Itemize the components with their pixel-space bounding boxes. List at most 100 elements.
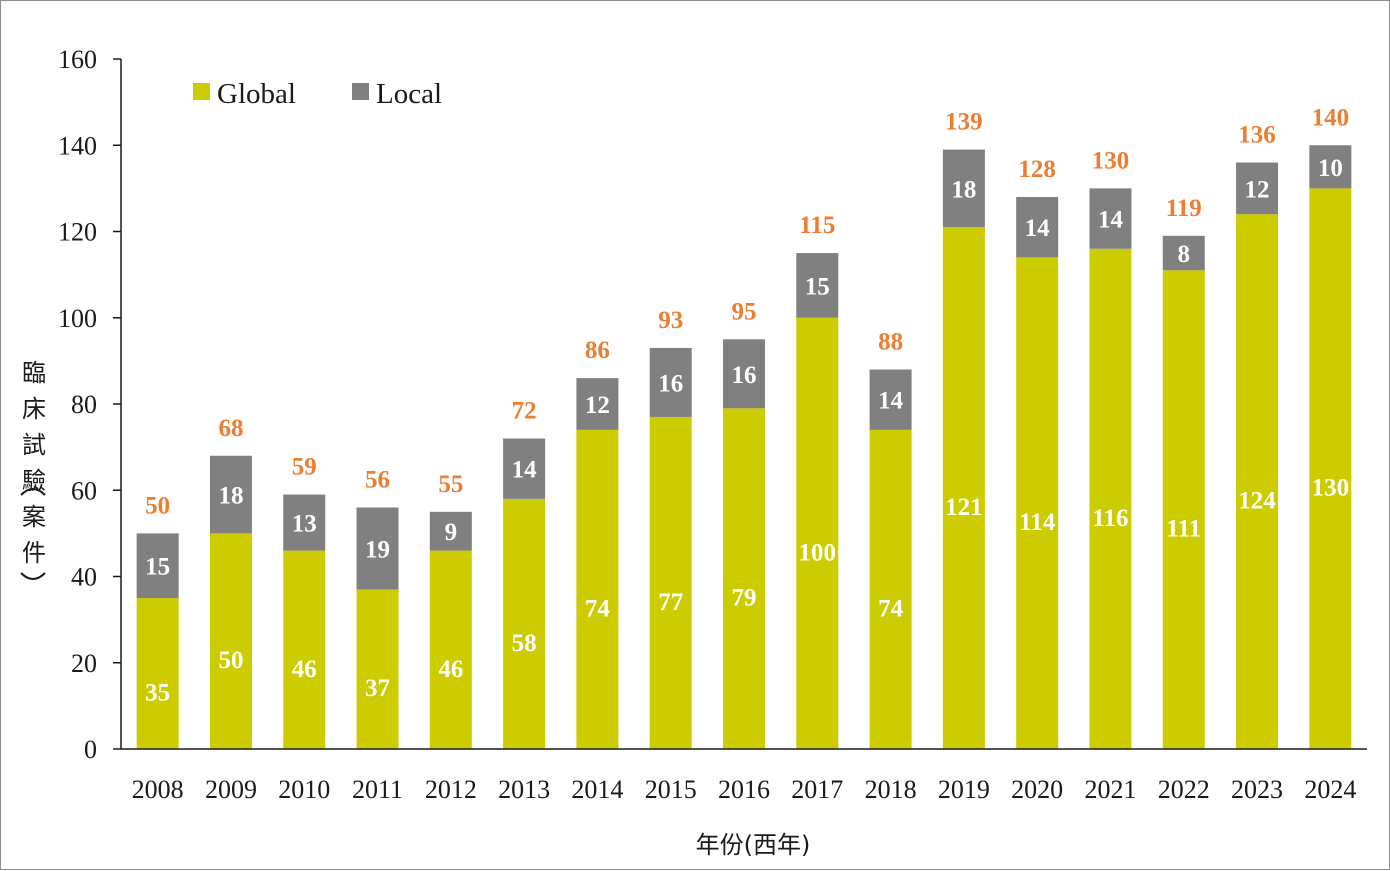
data-label-total: 128 [1018, 156, 1056, 183]
data-label-global: 100 [799, 539, 837, 566]
data-label-local: 16 [658, 370, 683, 397]
bar-local [1162, 235, 1205, 271]
data-label-local: 16 [732, 362, 757, 389]
data-label-total: 50 [145, 492, 170, 519]
data-label-total: 115 [799, 212, 835, 239]
x-tick-label: 2015 [645, 775, 697, 804]
data-label-local: 14 [1098, 207, 1124, 234]
bar-local [942, 149, 985, 228]
data-label-global: 116 [1092, 505, 1128, 532]
y-axis: 0 20 40 60 80 100 120 140 160 [58, 45, 122, 764]
x-tick-label: 2012 [425, 775, 477, 804]
bar-global [1089, 248, 1132, 749]
data-label-global: 46 [292, 656, 317, 683]
data-label-local: 18 [218, 483, 243, 510]
data-label-total: 93 [658, 307, 683, 334]
x-tick-label: 2021 [1084, 775, 1136, 804]
bar-local [136, 533, 179, 599]
x-tick-label: 2019 [938, 775, 990, 804]
bar-global [869, 429, 912, 749]
data-label-local: 15 [805, 273, 830, 300]
bar-local [649, 347, 692, 417]
data-label-global: 46 [438, 656, 463, 683]
data-label-total: 119 [1166, 195, 1202, 222]
data-label-global: 121 [945, 494, 983, 521]
data-label-global: 124 [1238, 488, 1276, 515]
legend-swatch-local [352, 83, 369, 100]
data-label-total: 88 [878, 329, 903, 356]
x-tick-label: 2008 [132, 775, 184, 804]
bars [136, 145, 1352, 749]
data-label-local: 15 [145, 554, 170, 581]
bar-local [869, 369, 912, 430]
x-tick-label: 2022 [1158, 775, 1210, 804]
data-label-global: 111 [1166, 516, 1201, 543]
legend: Global Local [193, 78, 442, 110]
bar-local [1309, 145, 1352, 189]
data-label-global: 35 [145, 680, 170, 707]
x-tick-label: 2011 [352, 775, 403, 804]
y-tick-label: 60 [71, 476, 97, 505]
data-label-global: 79 [732, 585, 757, 612]
data-label-local: 14 [512, 457, 538, 484]
data-label-global: 130 [1312, 475, 1350, 502]
data-label-total: 72 [512, 398, 537, 425]
x-axis-title: 年份(西年) [696, 831, 811, 859]
bar-global [1162, 270, 1205, 749]
data-label-global: 50 [218, 647, 243, 674]
bar-global [283, 550, 326, 749]
bar-global [1309, 188, 1352, 749]
x-tick-label: 2024 [1304, 775, 1356, 804]
x-tick-label: 2023 [1231, 775, 1283, 804]
data-label-total: 55 [438, 471, 463, 498]
bar-local [796, 253, 839, 318]
data-label-global: 74 [878, 595, 904, 622]
data-label-local: 13 [292, 511, 317, 538]
x-tick-label: 2010 [278, 775, 330, 804]
y-tick-label: 140 [58, 131, 97, 160]
legend-label-global: Global [217, 78, 296, 110]
bar-local [723, 339, 765, 409]
bar-local [1016, 197, 1059, 258]
bar-global [942, 227, 985, 749]
y-tick-label: 0 [84, 735, 97, 764]
y-tick-label: 100 [58, 304, 97, 333]
bar-global [576, 429, 619, 749]
x-tick-label: 2016 [718, 775, 770, 804]
bar-local [576, 378, 619, 430]
bar-global [429, 550, 472, 749]
x-tick-label: 2017 [791, 775, 843, 804]
data-label-total: 136 [1238, 122, 1276, 149]
bar-global [723, 408, 765, 749]
bar-global [649, 416, 692, 749]
y-tick-label: 160 [58, 45, 97, 74]
x-tick-label: 2009 [205, 775, 257, 804]
y-tick-label: 120 [58, 218, 97, 247]
data-label-global: 114 [1019, 509, 1056, 536]
data-label-total: 68 [218, 415, 243, 442]
axis-titles: 年份(西年) 臨床試驗案件 [20, 359, 811, 859]
bar-global [209, 533, 252, 749]
bar-global [356, 589, 399, 749]
data-label-local: 9 [445, 519, 458, 546]
y-tick-label: 20 [71, 649, 97, 678]
bar-local [356, 507, 399, 590]
data-label-total: 86 [585, 337, 610, 364]
x-tick-label: 2013 [498, 775, 550, 804]
data-label-local: 18 [951, 176, 976, 203]
data-label-local: 10 [1318, 155, 1343, 182]
data-label-local: 14 [1025, 215, 1051, 242]
data-label-local: 19 [365, 536, 390, 563]
y-axis-title: 臨床試驗案件 [22, 359, 46, 567]
bar-global [136, 598, 179, 749]
bar-global [796, 317, 839, 749]
x-tick-label: 2020 [1011, 775, 1063, 804]
y-tick-label: 80 [71, 390, 97, 419]
legend-label-local: Local [376, 78, 442, 110]
y-tick-label: 40 [71, 563, 97, 592]
data-label-global: 74 [585, 595, 611, 622]
x-axis: 2008 2009 2010 2011 2012 2013 2014 2015 2016 2017… [121, 748, 1367, 804]
x-tick-label: 2014 [571, 775, 623, 804]
